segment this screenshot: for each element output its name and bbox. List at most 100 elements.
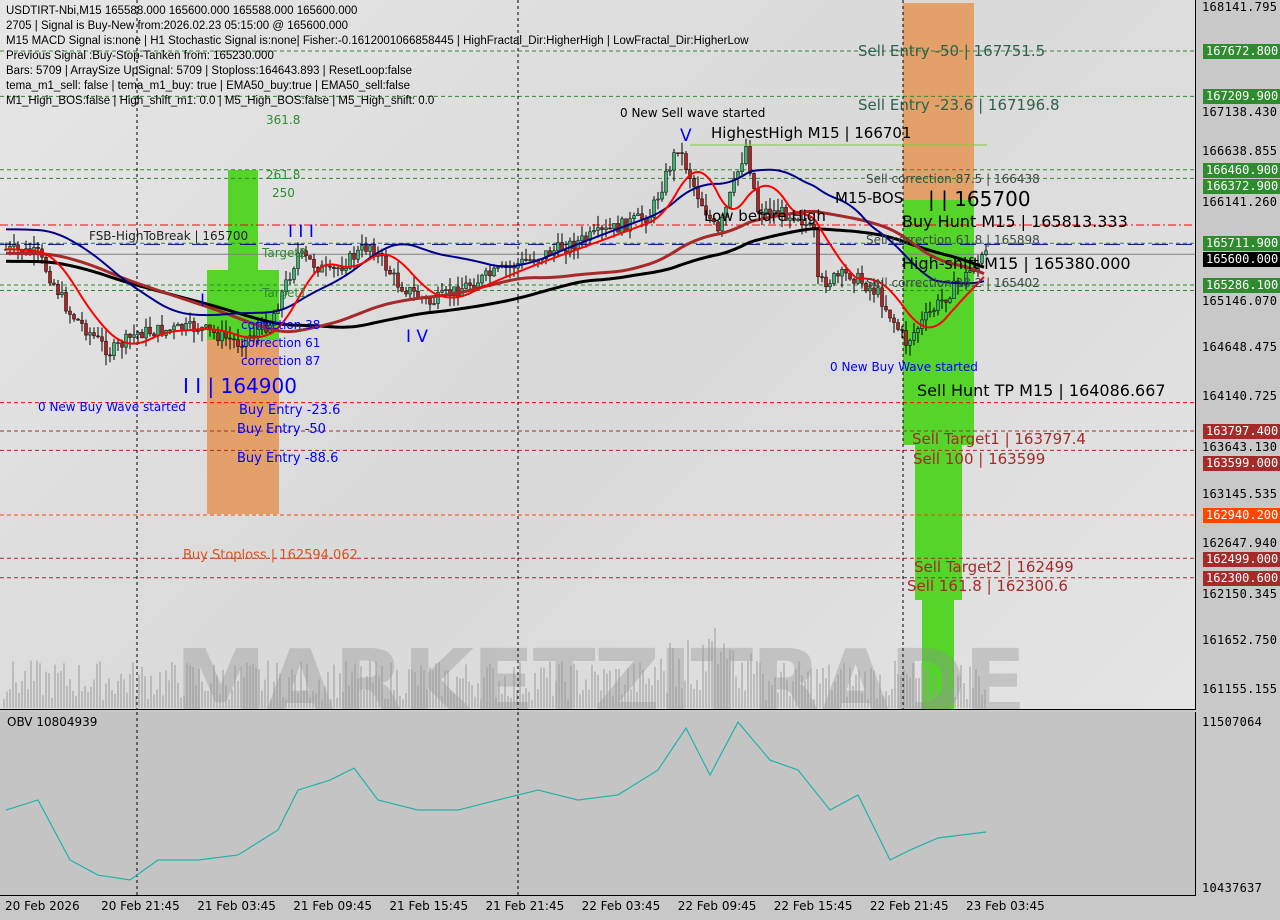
- candle-body: [12, 244, 16, 247]
- info-line-tema: tema_m1_sell: false | tema_m1_buy: true …: [6, 80, 410, 92]
- candle-body: [120, 342, 124, 348]
- candle-body: [348, 253, 352, 269]
- price-level-tag: 162300.600: [1203, 570, 1280, 586]
- wave-v-label: V: [680, 126, 692, 146]
- sell-hunt-tp-label: Sell Hunt TP M15 | 164086.667: [917, 381, 1166, 400]
- candle-body: [464, 282, 468, 289]
- close-price-series: [6, 146, 986, 352]
- candle-body: [980, 254, 984, 264]
- price-axis[interactable]: 11507064 10437637 168141.795 167672.800 16…: [1196, 0, 1280, 920]
- buy-hunt-label: Buy Hunt M15 | 165813.333: [902, 212, 1128, 231]
- price-level-tag: 165600.000: [1203, 252, 1280, 268]
- obv-indicator-pane[interactable]: OBV 10804939: [0, 712, 1196, 896]
- sell-entry-50-label: Sell Entry -50 | 167751.5: [858, 42, 1046, 60]
- candle-body: [84, 323, 88, 336]
- price-level-tag: 165286.100: [1203, 277, 1280, 293]
- candle-body: [892, 317, 896, 323]
- candle-body: [256, 329, 260, 337]
- date-tick: 20 Feb 2026: [5, 899, 80, 913]
- sell-zone-green: [903, 200, 974, 445]
- candle-body: [728, 192, 732, 208]
- price-tick: 162647.940: [1202, 535, 1278, 550]
- candle-body: [192, 321, 196, 332]
- m15-bos-label: M15-BOS: [835, 189, 904, 207]
- obv-max-tick: 11507064: [1202, 715, 1263, 729]
- fib-3618-label: 361.8: [266, 113, 301, 127]
- candle-body: [368, 245, 372, 252]
- candle-body: [652, 199, 656, 218]
- candle-body: [176, 324, 180, 327]
- wave-iii-label: I I I: [288, 222, 314, 242]
- candle-body: [72, 314, 76, 320]
- price-level-tag: 162940.200: [1203, 507, 1280, 523]
- wave-ii-label: I I | 164900: [183, 374, 297, 398]
- price-tick: 164648.475: [1202, 339, 1278, 354]
- correction-61-label: correction 61: [241, 336, 321, 350]
- candle-body: [808, 223, 812, 226]
- price-tick: 165146.070: [1202, 293, 1278, 308]
- candle-body: [604, 227, 608, 230]
- price-chart-pane[interactable]: MARKETZITRADE USDTIRT-Nbi,M15 165588.000…: [0, 0, 1196, 710]
- candle-body: [236, 339, 240, 347]
- candle-body: [680, 152, 684, 154]
- obv-plot: [5, 712, 987, 895]
- candle-body: [112, 342, 116, 356]
- candle-body: [300, 250, 304, 254]
- candle-body: [900, 329, 904, 331]
- hunt-value-label: | | 165700: [928, 187, 1031, 211]
- candle-body: [556, 242, 560, 251]
- candle-body: [700, 198, 704, 207]
- candle-body: [80, 319, 84, 324]
- candle-body: [412, 287, 416, 292]
- candle-body: [660, 191, 664, 200]
- sell-zone-green-bottom: [922, 600, 954, 709]
- candle-body: [876, 287, 880, 295]
- candle-body: [944, 299, 948, 303]
- sell-correction-875-label: Sell correction 87.5 | 166438: [866, 172, 1040, 186]
- candle-body: [60, 292, 64, 296]
- candle-body: [172, 325, 176, 331]
- date-tick: 22 Feb 21:45: [869, 899, 949, 913]
- candle-body: [240, 346, 244, 348]
- sell-entry-236-label: Sell Entry -23.6 | 167196.8: [858, 96, 1060, 114]
- fib-250-label: 250: [272, 186, 295, 200]
- candle-body: [488, 270, 492, 277]
- candle-body: [692, 178, 696, 187]
- candle-body: [600, 227, 604, 230]
- candle-body: [100, 336, 104, 342]
- candle-body: [748, 146, 752, 174]
- candle-body: [716, 221, 720, 232]
- target1-label: Target1: [262, 286, 307, 300]
- ma-navy-line: [5, 168, 985, 317]
- candle-body: [384, 255, 388, 271]
- price-tick: 166638.855: [1202, 144, 1278, 159]
- candle-body: [832, 273, 836, 284]
- candle-body: [332, 266, 336, 269]
- candle-body: [436, 292, 440, 304]
- target2-label: Target2: [262, 246, 307, 260]
- candle-body: [392, 272, 396, 275]
- ma-red-line: [5, 171, 985, 345]
- candle-body: [800, 218, 804, 225]
- new-sell-wave-label: 0 New Sell wave started: [620, 106, 766, 120]
- candle-body: [116, 342, 120, 344]
- candle-body: [168, 329, 172, 332]
- candle-body: [364, 245, 368, 252]
- candle-body: [104, 340, 108, 356]
- price-plot: [0, 0, 1195, 709]
- candle-body: [916, 328, 920, 333]
- price-tick: 162150.345: [1202, 586, 1278, 601]
- candle-body: [352, 253, 356, 260]
- new-buy-wave-left-label: 0 New Buy Wave started: [38, 400, 186, 414]
- candle-body: [704, 205, 708, 216]
- candle-body: [828, 283, 832, 288]
- candle-body: [340, 267, 344, 271]
- candle-body: [712, 218, 716, 223]
- ma-brown-line: [5, 209, 985, 334]
- candle-body: [272, 313, 276, 326]
- sell-zone-green-lower: [915, 445, 962, 600]
- candle-body: [544, 250, 548, 260]
- candle-body: [524, 258, 528, 261]
- price-level-tag: 167672.800: [1203, 43, 1280, 59]
- candle-body: [356, 249, 360, 260]
